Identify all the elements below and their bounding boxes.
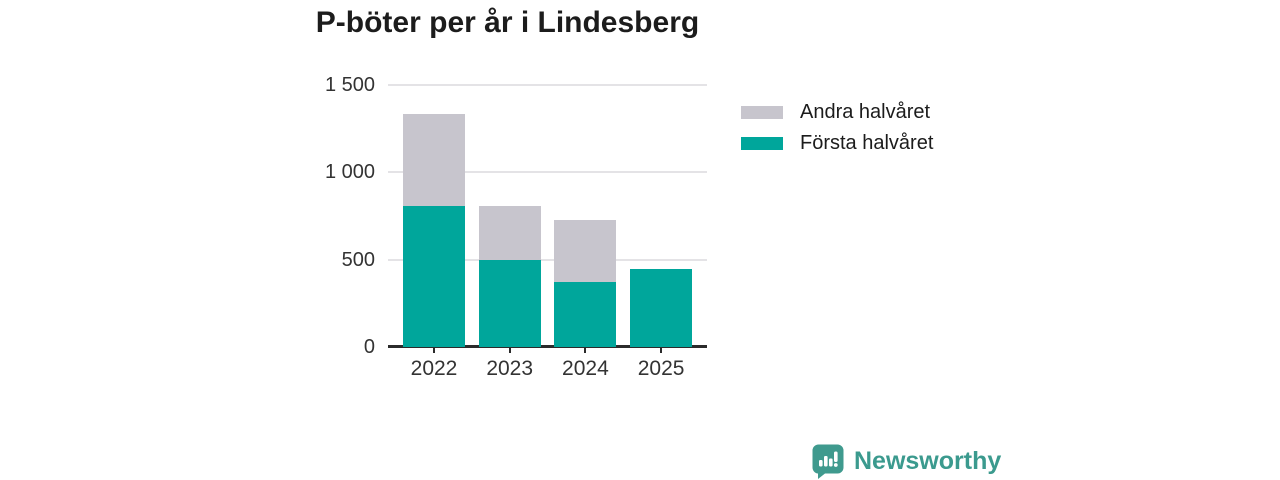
y-tick-label: 1 500	[324, 74, 375, 96]
bar-segment-2022	[403, 206, 465, 347]
gridline	[388, 84, 707, 86]
y-tick-label: 1 000	[324, 161, 375, 184]
x-tick	[660, 347, 663, 353]
x-axis-line	[388, 345, 707, 348]
legend-label: Andra halvåret	[800, 101, 931, 123]
legend-swatch	[741, 106, 783, 119]
gridline	[388, 171, 707, 174]
x-tick	[584, 347, 587, 353]
legend-label: Första halvåret	[800, 132, 934, 154]
x-tick-label: 2024	[562, 357, 609, 380]
x-tick	[433, 347, 435, 353]
bar-segment-2024	[554, 220, 617, 282]
brand-name: Newsworthy	[854, 446, 1002, 475]
bar-segment-2023	[478, 259, 541, 347]
x-tick-label: 2023	[486, 357, 534, 380]
bar-segment-2023	[478, 206, 541, 260]
legend-item: Första halvåret	[741, 128, 933, 159]
brand-footer: Newsworthy	[811, 443, 1001, 479]
bar-chart-speech-bubble-icon	[812, 444, 844, 479]
x-tick	[508, 347, 511, 353]
plot-area: 0 500 1 000 1 500 2022 2023 2024 2025	[325, 75, 707, 380]
legend: Andra halvåret Första halvåret	[741, 97, 933, 159]
bar-segment-2025	[630, 269, 693, 347]
y-tick-label: 500	[341, 248, 375, 271]
gridline	[388, 258, 707, 261]
bar-segment-2022	[403, 113, 465, 207]
x-tick-label: 2025	[637, 357, 685, 380]
chart-title: P-böter per år i Lindesberg	[315, 6, 700, 39]
x-tick-label: 2022	[410, 357, 458, 380]
y-tick-label: 0	[363, 336, 375, 358]
legend-item: Andra halvåret	[741, 97, 933, 128]
bar-segment-2024	[554, 281, 617, 347]
legend-swatch	[741, 137, 783, 150]
